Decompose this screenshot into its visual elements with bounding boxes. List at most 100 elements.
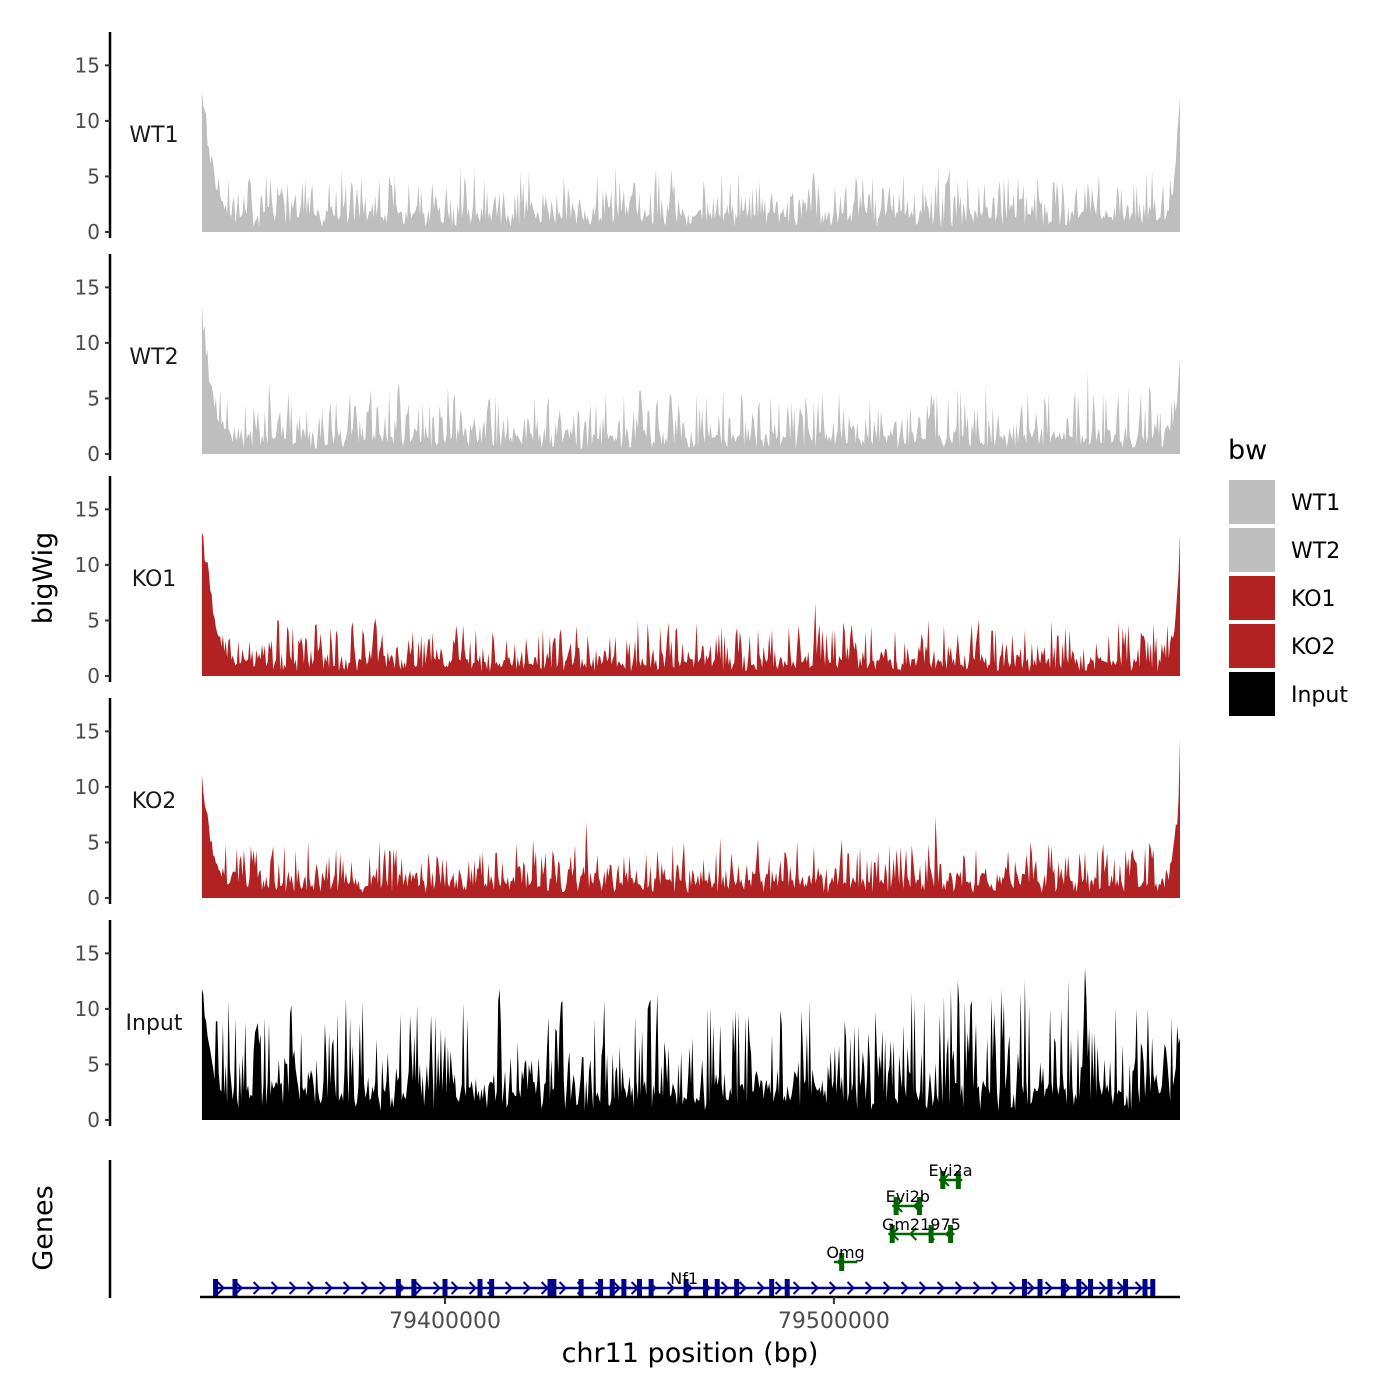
exon <box>703 1279 709 1297</box>
y-tick-label: 0 <box>87 886 100 910</box>
exon <box>547 1279 553 1297</box>
track-ko1: 0 5 10 15 KO1 <box>75 476 1180 688</box>
track-label: KO2 <box>132 789 177 814</box>
gene-nf1: Nf1 <box>213 1269 1156 1297</box>
strand-arrow <box>306 1281 315 1295</box>
exon <box>1037 1279 1043 1297</box>
track-ko2: 0 5 10 15 KO2 <box>75 698 1180 910</box>
exon <box>621 1279 627 1297</box>
strand-arrow <box>1134 1281 1143 1295</box>
strand-arrow <box>414 1281 423 1295</box>
gene-label: Evi2b <box>886 1187 930 1206</box>
exon <box>940 1171 946 1189</box>
strand-arrow <box>342 1281 351 1295</box>
strand-arrow <box>270 1281 279 1295</box>
strand-arrow <box>288 1281 297 1295</box>
y-tick-label: 5 <box>87 608 100 632</box>
strand-arrow <box>936 1281 945 1295</box>
x-axis-title: chr11 position (bp) <box>562 1338 819 1369</box>
strand-arrow <box>468 1281 477 1295</box>
exon <box>769 1279 775 1297</box>
exon <box>232 1279 238 1297</box>
y-tick-label: 5 <box>87 386 100 410</box>
strand-arrow <box>774 1281 783 1295</box>
y-tick-label: 0 <box>87 442 100 466</box>
legend-key-wt2 <box>1229 528 1275 572</box>
strand-arrow <box>828 1281 837 1295</box>
exon <box>1150 1279 1156 1297</box>
legend-label-ko1: KO1 <box>1291 587 1336 612</box>
legend-label-input: Input <box>1291 683 1348 708</box>
legend-label-ko2: KO2 <box>1291 635 1336 660</box>
strand-arrow <box>882 1281 891 1295</box>
y-tick-label: 15 <box>75 719 100 743</box>
gene-track: Nf1 Omg Gm21975 Evi2b Evi2a <box>108 1160 1156 1298</box>
strand-arrow <box>450 1281 459 1295</box>
x-tick-label: 79400000 <box>389 1309 501 1334</box>
exon <box>1107 1279 1113 1297</box>
strand-arrow <box>216 1281 225 1295</box>
exon <box>442 1279 448 1297</box>
y-tick-label: 5 <box>87 1052 100 1076</box>
legend-label-wt1: WT1 <box>1291 491 1340 516</box>
strand-arrow <box>324 1281 333 1295</box>
strand-arrow <box>918 1281 927 1295</box>
strand-arrow <box>972 1281 981 1295</box>
track-label: WT2 <box>129 345 178 370</box>
strand-arrow <box>1026 1281 1035 1295</box>
strand-arrow <box>1008 1281 1017 1295</box>
coverage-area-wt1 <box>201 91 1180 232</box>
exon <box>1076 1279 1082 1297</box>
strand-arrow <box>846 1281 855 1295</box>
gene-label: Omg <box>826 1243 864 1262</box>
strand-arrow <box>738 1281 747 1295</box>
exon <box>893 1197 899 1215</box>
exon <box>213 1279 219 1297</box>
exon <box>948 1225 954 1243</box>
track-label: WT1 <box>129 123 178 148</box>
strand-arrow <box>908 1227 918 1241</box>
legend-title: bw <box>1228 435 1267 466</box>
gene-label: Gm21975 <box>882 1215 961 1234</box>
strand-arrow <box>1098 1281 1107 1295</box>
strand-arrow <box>810 1281 819 1295</box>
track-wt2: 0 5 10 15 WT2 <box>75 254 1180 466</box>
legend: bw WT1 WT2 KO1 KO2 Input <box>1228 435 1348 716</box>
exon <box>636 1279 642 1297</box>
y-tick-label: 10 <box>75 997 100 1021</box>
genes-axis-title: Genes <box>28 1185 59 1270</box>
y-tick-label: 10 <box>75 109 100 133</box>
exon <box>1123 1279 1129 1297</box>
y-tick-label: 0 <box>87 220 100 244</box>
exon <box>578 1279 584 1297</box>
gene-evi2b: Evi2b <box>886 1187 930 1215</box>
strand-arrow <box>954 1281 963 1295</box>
exon <box>598 1279 604 1297</box>
strand-arrow <box>666 1281 675 1295</box>
y-tick-label: 10 <box>75 775 100 799</box>
exon <box>551 1279 557 1297</box>
bigwig-tracks: 0 5 10 15 WT1 0 5 10 15 WT2 0 5 10 15 KO1 0 5 10 15 KO2 0 5 10… <box>75 32 1180 1132</box>
exon <box>714 1279 720 1297</box>
exon <box>916 1197 922 1215</box>
strand-arrow <box>864 1281 873 1295</box>
y-tick-label: 15 <box>75 497 100 521</box>
strand-arrow <box>1044 1281 1053 1295</box>
exon <box>734 1279 740 1297</box>
strand-arrow <box>990 1281 999 1295</box>
strand-arrow <box>900 1281 909 1295</box>
strand-arrow <box>504 1281 513 1295</box>
y-tick-label: 15 <box>75 275 100 299</box>
strand-arrow <box>234 1281 243 1295</box>
exon <box>928 1225 934 1243</box>
exon <box>784 1279 790 1297</box>
coverage-area-wt2 <box>201 302 1180 454</box>
strand-arrow <box>378 1281 387 1295</box>
legend-label-wt2: WT2 <box>1291 539 1340 564</box>
exon <box>955 1171 961 1189</box>
exon <box>889 1225 895 1243</box>
track-label: Input <box>126 1011 183 1036</box>
y-tick-label: 5 <box>87 164 100 188</box>
strand-arrow <box>720 1281 729 1295</box>
